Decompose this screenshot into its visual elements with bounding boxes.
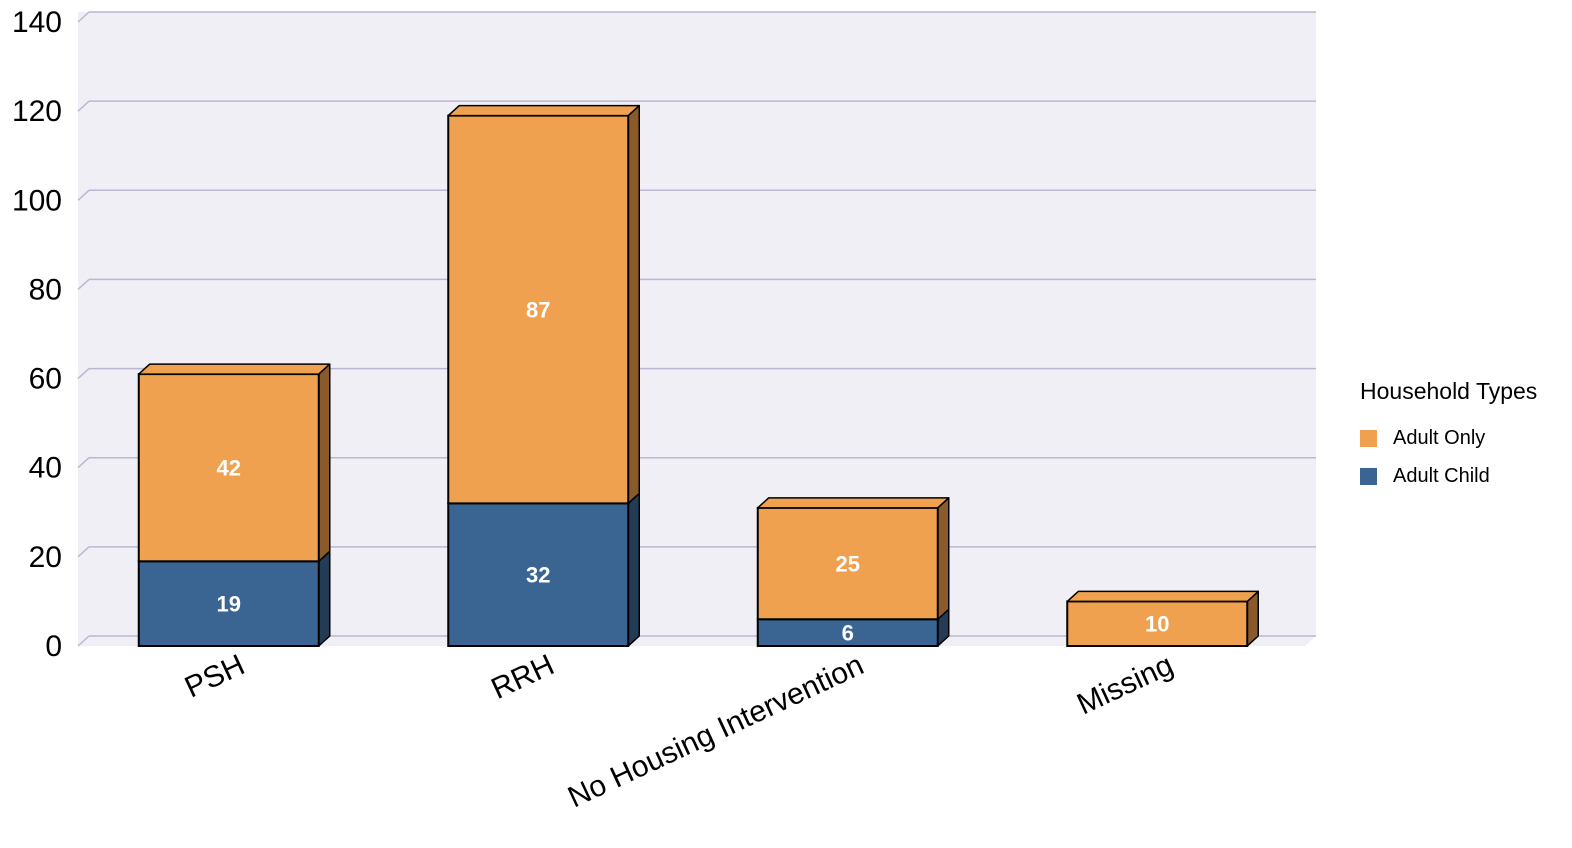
gridline-depth-140 (77, 11, 90, 23)
legend-item-adult-only: Adult Only (1360, 419, 1537, 457)
gridlines (77, 11, 1316, 647)
legend-title: Household Types (1360, 378, 1538, 404)
legend-label-adult-only: Adult Only (1393, 426, 1486, 449)
bar-top-rrh-adult-only (447, 104, 640, 117)
x-tick-label-rrh: RRH (486, 648, 559, 705)
data-label-psh-adult-child: 19 (217, 592, 241, 617)
gridline-depth-100 (77, 189, 90, 201)
bar-rrh-adult-only (447, 114, 630, 505)
y-tick-label-100: 100 (12, 184, 62, 217)
gridline-depth-0 (77, 635, 90, 647)
bars (137, 104, 1259, 648)
bar-missing-adult-only (1066, 600, 1249, 648)
data-label-missing-adult-only: 10 (1145, 612, 1169, 637)
data-label-psh-adult-only: 42 (217, 456, 241, 481)
bar-side-psh-adult-child (318, 550, 331, 647)
data-labels: 19 42 32 87 6 25 10 (217, 297, 1170, 645)
bar-side-psh-adult-only (318, 363, 331, 563)
bar-psh-adult-only (137, 373, 320, 563)
y-tick-label-80: 80 (29, 273, 62, 306)
plot-area (78, 12, 1316, 646)
data-label-no-housing-intervention-adult-only: 25 (836, 552, 860, 577)
gridline-depth-40 (77, 457, 90, 469)
bar-psh-adult-child (137, 560, 320, 647)
plot-background (78, 12, 1316, 646)
bar-no-housing-intervention-adult-only (756, 506, 939, 621)
y-tick-label-140: 140 (12, 6, 62, 39)
y-axis-tick-labels: 0 20 40 60 80 100 120 140 (12, 6, 62, 663)
bar-side-rrh-adult-only (627, 104, 640, 505)
y-tick-label-40: 40 (29, 452, 62, 485)
legend-swatch-adult-only (1360, 429, 1377, 447)
legend-label-adult-child: Adult Child (1393, 464, 1490, 487)
gridline-depth-60 (77, 368, 90, 380)
x-axis-category-labels: PSH RRH No Housing Intervention Missing (180, 648, 1178, 814)
y-tick-label-120: 120 (12, 95, 62, 128)
gridline-depth-20 (77, 546, 90, 558)
bar-top-psh-adult-only (138, 363, 331, 375)
x-tick-label-psh: PSH (180, 648, 250, 704)
data-label-no-housing-intervention-adult-child: 6 (842, 621, 854, 646)
legend-item-adult-child: Adult Child (1360, 457, 1537, 495)
bar-top-missing-adult-only (1066, 590, 1259, 603)
y-tick-label-60: 60 (29, 363, 62, 396)
x-tick-label-missing: Missing (1072, 648, 1178, 721)
y-tick-label-20: 20 (29, 541, 62, 574)
legend: Household Types Adult Only Adult Child (1360, 378, 1537, 495)
y-tick-label-0: 0 (45, 630, 62, 663)
gridline-depth-120 (77, 100, 90, 112)
gridline-depth-80 (77, 278, 90, 290)
bar-side-no-housing-intervention-adult-only (937, 497, 950, 621)
bar-top-no-housing-intervention-adult-only (757, 497, 950, 509)
data-label-rrh-adult-child: 32 (526, 563, 550, 588)
x-tick-label-no-housing-intervention: No Housing Intervention (563, 648, 869, 814)
bar-side-rrh-adult-child (627, 492, 640, 647)
legend-swatch-adult-child (1360, 467, 1377, 485)
data-label-rrh-adult-only: 87 (526, 297, 550, 322)
